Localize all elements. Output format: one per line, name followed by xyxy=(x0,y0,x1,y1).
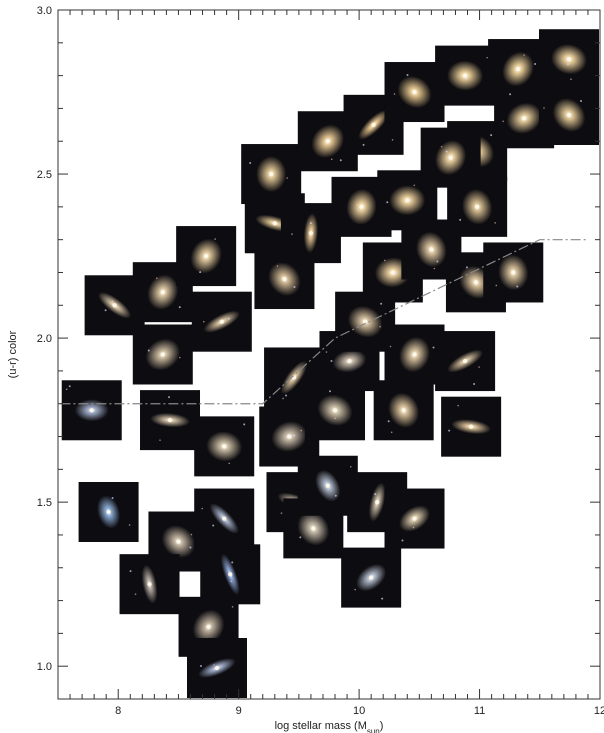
x-axis-label-close: ) xyxy=(380,720,384,732)
galaxy-thumbnail xyxy=(191,291,252,352)
galaxy-thumbnail xyxy=(539,84,599,145)
x-axis-label-sub: sun xyxy=(367,727,380,733)
galaxy-thumbnail xyxy=(186,638,247,698)
y-tick-label: 1.5 xyxy=(37,497,52,509)
galaxy-thumbnail xyxy=(283,498,344,559)
plot-frame xyxy=(57,9,601,700)
galaxy-thumbnail xyxy=(435,331,496,392)
y-axis-label: (u-r) color xyxy=(7,330,19,378)
x-tick-label: 10 xyxy=(353,705,365,717)
galaxy-thumbnail xyxy=(241,144,302,205)
galaxy-thumbnail xyxy=(119,554,180,615)
galaxy-thumbnail xyxy=(384,324,445,385)
galaxy-thumbnail xyxy=(441,396,502,457)
galaxy-thumbnail xyxy=(78,481,139,542)
galaxy-thumbnail xyxy=(280,203,341,264)
galaxy-thumbnail xyxy=(176,226,237,287)
x-tick-label: 9 xyxy=(236,705,242,717)
galaxy-thumbnail xyxy=(384,62,445,123)
divider-line xyxy=(60,239,588,405)
galaxy-thumbnail xyxy=(194,488,255,549)
x-axis-label-main: log stellar mass (M xyxy=(275,720,367,732)
galaxy-thumbnail xyxy=(373,380,434,441)
x-tick-label: 12 xyxy=(594,705,604,717)
y-axis-ticks: 1.0 1.5 2.0 2.5 3.0 xyxy=(37,5,600,700)
galaxy-thumbnail xyxy=(384,488,445,549)
galaxy-thumbnail xyxy=(341,547,402,608)
y-tick-label: 3.0 xyxy=(37,5,52,17)
galaxy-thumbnail xyxy=(305,380,366,441)
x-axis-ticks: 8 9 10 11 12 xyxy=(57,10,604,717)
galaxy-thumbnail xyxy=(539,29,599,90)
galaxy-thumbnail xyxy=(140,390,201,451)
galaxy-thumbnail xyxy=(483,242,544,303)
x-tick-label: 8 xyxy=(115,705,121,717)
y-tick-label: 2.0 xyxy=(37,333,52,345)
y-tick-label: 1.0 xyxy=(37,661,52,673)
galaxy-thumbnails xyxy=(61,29,599,698)
galaxy-thumbnail xyxy=(194,416,255,477)
x-tick-label: 11 xyxy=(474,705,485,717)
galaxy-thumbnail xyxy=(420,127,481,188)
y-tick-label: 2.5 xyxy=(37,169,52,181)
galaxy-thumbnail xyxy=(435,45,496,106)
galaxy-thumbnail xyxy=(200,544,261,605)
galaxy-thumbnail xyxy=(132,324,193,385)
x-axis-label: log stellar mass (Msun) xyxy=(275,720,384,733)
galaxy-thumbnail xyxy=(61,380,122,441)
